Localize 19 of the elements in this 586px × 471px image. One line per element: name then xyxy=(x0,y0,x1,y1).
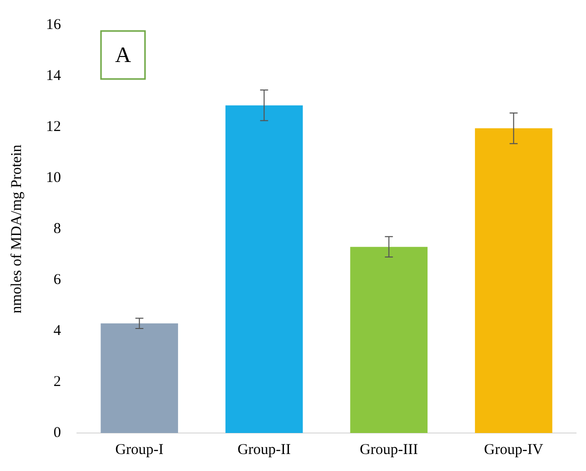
y-tick-label: 16 xyxy=(46,16,62,33)
y-tick-label: 4 xyxy=(54,322,62,339)
x-tick-label: Group-III xyxy=(360,442,418,458)
x-tick-label: Group-IV xyxy=(484,442,544,458)
bar xyxy=(350,246,428,433)
y-tick-label: 14 xyxy=(46,68,62,84)
annotation: A xyxy=(115,42,132,67)
bar xyxy=(100,323,178,433)
bar xyxy=(474,128,552,433)
x-tick-label: Group-II xyxy=(237,442,291,458)
y-tick-label: 0 xyxy=(54,424,61,441)
y-tick-label: 2 xyxy=(54,374,61,390)
y-tick-label: 6 xyxy=(54,272,62,288)
y-tick-label: 8 xyxy=(54,220,61,237)
x-tick-label: Group-I xyxy=(115,442,164,458)
y-axis-title: nmoles of MDA/mg Protein xyxy=(8,144,25,314)
y-tick-label: 10 xyxy=(46,170,61,186)
y-tick-label: 12 xyxy=(46,118,61,135)
bar xyxy=(225,105,303,433)
